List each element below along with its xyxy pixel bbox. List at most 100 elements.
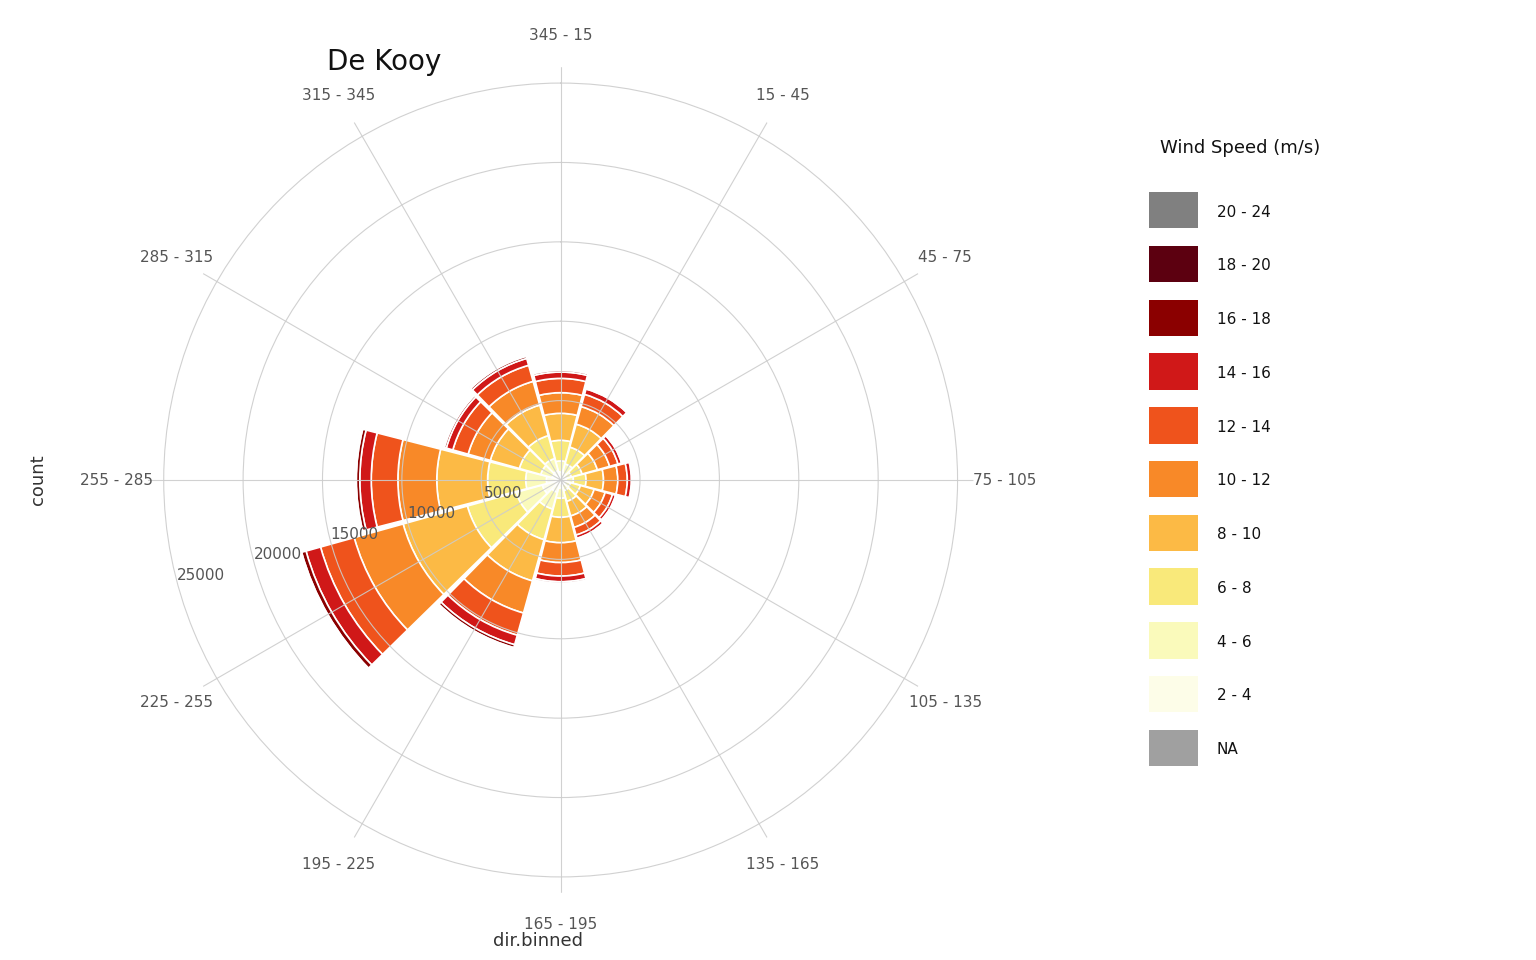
- Bar: [536, 573, 585, 582]
- Bar: [602, 495, 617, 521]
- Bar: [478, 366, 533, 407]
- Bar: [581, 395, 622, 425]
- Bar: [568, 465, 582, 477]
- Bar: [533, 371, 588, 375]
- Bar: [607, 435, 624, 463]
- Bar: [547, 476, 561, 484]
- Bar: [568, 483, 581, 494]
- Bar: [467, 492, 528, 548]
- Bar: [355, 429, 362, 531]
- Bar: [570, 424, 601, 456]
- Text: 4 - 6: 4 - 6: [1217, 635, 1252, 650]
- Bar: [536, 560, 585, 576]
- Text: 10 - 12: 10 - 12: [1217, 473, 1270, 489]
- Bar: [355, 524, 444, 630]
- Bar: [561, 479, 567, 481]
- Bar: [604, 436, 622, 464]
- Bar: [535, 580, 587, 584]
- Text: 12 - 14: 12 - 14: [1217, 420, 1270, 435]
- Bar: [602, 495, 617, 520]
- Bar: [545, 516, 576, 542]
- Text: count: count: [29, 455, 48, 505]
- Bar: [616, 464, 627, 496]
- Text: 16 - 18: 16 - 18: [1217, 312, 1270, 327]
- Bar: [574, 516, 601, 535]
- Bar: [554, 470, 561, 480]
- Bar: [559, 472, 562, 480]
- Bar: [470, 355, 525, 388]
- Bar: [593, 492, 613, 517]
- Bar: [565, 447, 585, 468]
- Bar: [561, 480, 565, 483]
- Bar: [535, 372, 587, 381]
- Bar: [519, 450, 545, 474]
- Text: 14 - 16: 14 - 16: [1217, 366, 1270, 381]
- Bar: [588, 444, 610, 469]
- Bar: [576, 407, 614, 439]
- Bar: [442, 395, 473, 447]
- Bar: [301, 551, 372, 668]
- Bar: [576, 453, 598, 474]
- Bar: [402, 506, 492, 594]
- Bar: [573, 473, 587, 487]
- Text: 2 - 4: 2 - 4: [1217, 688, 1250, 704]
- Text: 20 - 24: 20 - 24: [1217, 204, 1270, 220]
- Bar: [602, 495, 617, 521]
- Bar: [447, 396, 481, 450]
- Bar: [562, 484, 568, 491]
- Bar: [464, 555, 533, 613]
- Bar: [564, 472, 571, 479]
- Text: NA: NA: [1217, 742, 1238, 757]
- Text: 6 - 8: 6 - 8: [1217, 581, 1252, 596]
- Bar: [487, 462, 527, 498]
- Bar: [470, 356, 527, 390]
- Bar: [321, 538, 407, 655]
- Bar: [541, 466, 554, 478]
- Bar: [449, 579, 524, 636]
- Bar: [488, 381, 539, 424]
- Bar: [576, 486, 594, 504]
- Bar: [438, 605, 515, 649]
- Bar: [528, 436, 554, 464]
- Bar: [561, 477, 565, 480]
- Bar: [562, 464, 573, 475]
- Bar: [444, 395, 473, 447]
- Bar: [306, 547, 382, 665]
- Bar: [578, 523, 604, 540]
- Bar: [536, 378, 585, 396]
- Bar: [518, 501, 553, 540]
- Bar: [578, 524, 604, 540]
- Bar: [607, 435, 624, 463]
- Bar: [585, 389, 627, 417]
- Bar: [602, 466, 617, 494]
- Bar: [300, 553, 367, 669]
- Bar: [630, 462, 633, 498]
- Bar: [556, 488, 565, 498]
- Bar: [544, 414, 578, 442]
- Bar: [439, 602, 515, 648]
- Bar: [535, 579, 587, 584]
- Bar: [300, 552, 369, 669]
- Bar: [356, 429, 366, 531]
- Bar: [607, 435, 624, 463]
- Bar: [298, 553, 367, 670]
- Bar: [599, 494, 616, 520]
- Bar: [625, 463, 631, 497]
- Bar: [473, 358, 528, 395]
- Bar: [605, 435, 622, 463]
- Bar: [507, 405, 548, 447]
- Bar: [470, 355, 525, 388]
- Bar: [561, 473, 565, 480]
- Bar: [564, 481, 570, 487]
- Bar: [444, 395, 475, 447]
- Bar: [630, 462, 633, 498]
- Bar: [631, 462, 634, 498]
- Bar: [585, 469, 604, 491]
- Bar: [533, 369, 588, 372]
- Bar: [598, 439, 617, 467]
- Bar: [372, 433, 402, 527]
- Text: dir.binned: dir.binned: [493, 932, 582, 950]
- Bar: [398, 440, 441, 520]
- Bar: [541, 540, 581, 563]
- Bar: [556, 461, 565, 472]
